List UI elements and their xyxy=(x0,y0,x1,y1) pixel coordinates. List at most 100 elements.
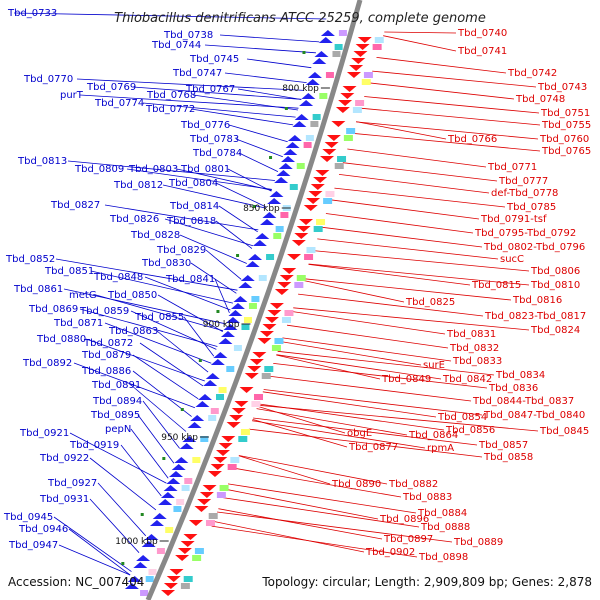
cog-feature-block xyxy=(208,415,217,421)
right-gene-label: Tbd_0897 xyxy=(383,534,433,545)
left-gene-label: Tbd_0818 xyxy=(166,216,216,227)
reverse-gene-arrow xyxy=(285,142,300,148)
reverse-gene-arrow xyxy=(240,275,255,281)
cog-feature-block xyxy=(280,212,289,218)
reverse-gene-arrow xyxy=(255,233,270,239)
reverse-gene-arrow xyxy=(225,317,240,323)
reverse-gene-arrow xyxy=(269,191,284,197)
left-leader-line xyxy=(219,34,320,43)
left-leader-line xyxy=(183,316,215,357)
right-gene-label: Tbd_0748 xyxy=(515,94,565,105)
left-leader-line xyxy=(214,278,230,314)
reverse-gene-arrow xyxy=(223,324,238,330)
cog-feature-block xyxy=(230,457,240,463)
right-leader-line xyxy=(302,280,405,303)
left-gene-label: Tbd_0804 xyxy=(168,178,218,189)
cog-feature-block xyxy=(266,254,275,260)
right-gene-label: obgE xyxy=(347,428,372,439)
cog-feature-block xyxy=(184,478,193,484)
left-leader-line xyxy=(97,482,147,537)
right-gene-label: Tbd_0755 xyxy=(541,120,591,131)
left-leader-line xyxy=(76,78,305,91)
right-gene-label: rpmA xyxy=(427,443,454,454)
cog-feature-block xyxy=(294,282,304,288)
left-leader-line xyxy=(130,310,217,350)
left-leader-line xyxy=(13,12,327,20)
right-leader-line xyxy=(313,250,530,272)
left-gene-label: Tbd_0745 xyxy=(189,54,239,65)
right-leader-line xyxy=(257,404,539,432)
cog-feature-block xyxy=(205,520,215,526)
cog-feature-block xyxy=(261,373,271,379)
forward-gene-arrow xyxy=(166,576,181,582)
right-gene-label: Tbd_0825 xyxy=(405,297,455,308)
cog-feature-block xyxy=(343,135,353,141)
forward-gene-arrow xyxy=(274,289,289,295)
cog-feature-block xyxy=(240,429,250,435)
right-leader-line xyxy=(277,350,495,376)
left-gene-label: purT xyxy=(60,90,84,101)
right-leader-line xyxy=(238,455,388,485)
forward-gene-arrow xyxy=(291,240,306,246)
reverse-gene-arrow xyxy=(190,415,205,421)
left-gene-label: Tbd_0886 xyxy=(81,366,131,377)
right-gene-label: Tbd_0785 xyxy=(506,202,556,213)
reverse-gene-arrow xyxy=(182,436,197,442)
forward-gene-arrow xyxy=(216,450,230,456)
right-gene-label: Tbd_0902 xyxy=(365,547,415,558)
left-gene-label: Tbd_0827 xyxy=(50,200,100,211)
right-gene-label: Tbd_0765 xyxy=(541,146,591,157)
forward-gene-arrow xyxy=(322,149,337,155)
right-gene-label: Tbd_0864 xyxy=(408,430,458,441)
cog-feature-block xyxy=(296,275,306,281)
cog-feature-block xyxy=(338,30,347,36)
rna-gene-mark xyxy=(269,156,273,159)
left-gene-label: Tbd_0848 xyxy=(93,272,143,283)
scale-label: 1000 kbp xyxy=(115,537,158,547)
reverse-gene-arrow xyxy=(260,219,275,225)
forward-gene-arrow xyxy=(239,387,254,393)
cog-feature-block xyxy=(296,163,305,169)
right-gene-label: Tbd_0857 xyxy=(478,440,528,451)
rna-gene-mark xyxy=(140,513,144,516)
cog-feature-block xyxy=(145,576,154,582)
right-leader-line xyxy=(282,337,452,362)
reverse-gene-arrow xyxy=(262,212,277,218)
cog-feature-block xyxy=(325,191,335,197)
forward-gene-arrow xyxy=(313,177,328,183)
cog-feature-block xyxy=(332,51,341,57)
map-title: Thiobacillus denitrificans ATCC 25259, c… xyxy=(114,11,486,26)
left-leader-line xyxy=(53,516,132,572)
forward-gene-arrow xyxy=(180,541,195,547)
reverse-gene-arrow xyxy=(124,583,139,589)
left-leader-line xyxy=(228,124,288,143)
left-leader-line xyxy=(238,152,279,172)
reverse-gene-arrow xyxy=(307,72,322,78)
left-gene-label: Tbd_0892 xyxy=(22,358,72,369)
left-gene-label: Tbd_0744 xyxy=(151,40,201,51)
accession-text: Accession: NC_007404 xyxy=(8,575,144,589)
left-gene-label: Tbd_0869 xyxy=(28,304,78,315)
right-gene-label: Tbd_0771 xyxy=(487,162,537,173)
forward-gene-arrow xyxy=(247,366,262,372)
forward-gene-arrow xyxy=(294,233,309,239)
left-gene-label: Tbd_0733 xyxy=(7,8,57,19)
left-gene-label: Tbd_0738 xyxy=(163,30,213,41)
left-leader-line xyxy=(79,308,218,347)
cog-feature-block xyxy=(140,590,149,596)
right-leader-line xyxy=(217,511,453,543)
forward-gene-arrow xyxy=(351,58,366,64)
right-leader-line xyxy=(211,525,418,558)
right-leader-line xyxy=(286,324,449,349)
reverse-gene-arrow xyxy=(127,576,142,582)
right-leader-line xyxy=(218,508,383,540)
reverse-gene-arrow xyxy=(274,177,289,183)
reverse-gene-arrow xyxy=(230,303,245,309)
right-leader-line xyxy=(233,467,402,498)
right-gene-label: Tbd_0742 xyxy=(507,68,557,79)
right-gene-label: Tbd_0888 xyxy=(420,522,470,533)
left-gene-label: Tbd_0855 xyxy=(134,312,184,323)
right-leader-line xyxy=(368,82,515,100)
left-leader-line xyxy=(95,294,224,332)
